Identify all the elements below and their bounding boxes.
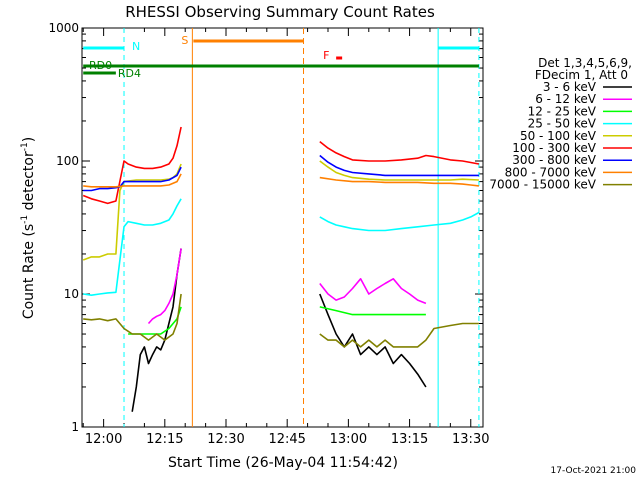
- y-tick-label: 1: [71, 420, 79, 434]
- x-tick-label: 12:45: [268, 432, 305, 447]
- series-line-9-segment-1: [83, 293, 182, 341]
- legend-label: 6 - 12 keV: [535, 92, 597, 106]
- x-axis-label: Start Time (26-May-04 11:54:42): [168, 455, 398, 471]
- series-line-8-segment-1: [83, 173, 182, 188]
- series-line-5-segment-1: [82, 163, 182, 261]
- legend-header-line-1: Det 1,3,4,5,6,9,: [538, 56, 632, 70]
- series-line-3-segment-2: [319, 306, 426, 316]
- x-tick-label: 13:30: [452, 432, 489, 447]
- series-line-1-segment-1: [131, 248, 182, 412]
- flag-layer: N S F RD0 RD4: [83, 28, 480, 427]
- series-line-9-segment-2: [319, 322, 479, 348]
- plot-frame: [81, 27, 484, 428]
- chart-title: RHESSI Observing Summary Count Rates: [125, 3, 435, 21]
- series-line-2-segment-1: [147, 248, 182, 325]
- legend: Det 1,3,4,5,6,9, FDecim 1, Att 0 3 - 6 k…: [489, 56, 632, 192]
- series-line-4-segment-1: [83, 198, 182, 297]
- series-line-1-segment-2: [319, 293, 427, 388]
- legend-label: 3 - 6 keV: [543, 80, 597, 94]
- series-line-3-segment-1: [128, 306, 182, 335]
- n-flag-label: N: [132, 40, 140, 53]
- legend-label: 12 - 25 keV: [528, 104, 597, 118]
- legend-label: 800 - 7000 keV: [505, 165, 597, 179]
- series-line-5-segment-2: [319, 160, 479, 181]
- legend-label: 7000 - 15000 keV: [489, 178, 596, 192]
- legend-label: 100 - 300 keV: [512, 141, 596, 155]
- y-tick-label: 10: [64, 287, 79, 301]
- series-line-7-segment-1: [83, 166, 182, 192]
- footer-date: 17-Oct-2021 21:00: [551, 466, 637, 476]
- x-tick-label: 12:15: [146, 432, 183, 447]
- f-flag-label: F: [323, 49, 329, 62]
- x-tick-label: 13:00: [330, 432, 367, 447]
- series-layer: [82, 126, 480, 412]
- legend-label: 25 - 50 keV: [528, 117, 597, 131]
- y-axis: 1 10 100 1000: [48, 21, 483, 434]
- series-line-6-segment-2: [319, 140, 480, 165]
- x-tick-label: 12:30: [207, 432, 244, 447]
- y-tick-label: 1000: [48, 21, 79, 35]
- rd4-flag-label: RD4: [118, 67, 141, 80]
- rd0-flag-label: RD0: [89, 59, 112, 72]
- legend-label: 300 - 800 keV: [512, 153, 596, 167]
- x-axis: 12:00 12:15 12:30 12:45 13:00 13:15 13:30: [82, 28, 489, 447]
- series-line-8-segment-2: [319, 176, 479, 187]
- x-tick-label: 12:00: [85, 432, 122, 447]
- y-tick-label: 100: [56, 154, 79, 168]
- series-line-2-segment-2: [319, 277, 427, 305]
- s-flag-label: S: [181, 34, 188, 47]
- legend-label: 50 - 100 keV: [520, 129, 597, 143]
- legend-header-line-2: FDecim 1, Att 0: [535, 68, 628, 82]
- x-tick-label: 13:15: [391, 432, 428, 447]
- series-line-7-segment-2: [319, 154, 479, 177]
- series-line-4-segment-2: [319, 211, 480, 232]
- series-line-6-segment-1: [82, 126, 182, 205]
- y-axis-label: Count Rate (s-1 detector-1): [20, 137, 37, 319]
